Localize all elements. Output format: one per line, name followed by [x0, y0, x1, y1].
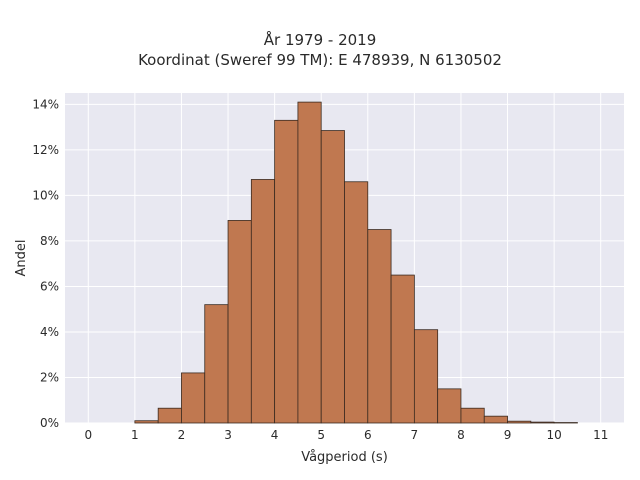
histogram-bar	[134, 420, 159, 424]
y-axis-label: Andel	[14, 240, 29, 277]
histogram-bar	[204, 304, 229, 424]
x-axis-label: Vågperiod (s)	[301, 450, 388, 465]
histogram-bar	[274, 119, 299, 424]
x-tick-label: 5	[317, 428, 325, 442]
y-tick-label: 8%	[40, 234, 59, 248]
y-tick-label: 6%	[40, 279, 59, 293]
y-tick-label: 2%	[40, 370, 59, 384]
x-tick-label: 9	[504, 428, 512, 442]
x-tick-label: 2	[178, 428, 186, 442]
x-tick-label: 10	[546, 428, 561, 442]
x-tick-label: 4	[271, 428, 279, 442]
y-tick-label: 4%	[40, 325, 59, 339]
histogram-bar	[344, 181, 369, 424]
histogram-bar	[157, 407, 182, 424]
y-tick-label: 10%	[32, 188, 59, 202]
histogram-bar	[437, 388, 462, 424]
y-axis-ticks: 0% 2% 4% 6% 8% 10% 12% 14%	[32, 97, 59, 430]
histogram-bar	[250, 179, 276, 424]
histogram-bar	[413, 329, 439, 424]
histogram-bar	[460, 407, 485, 424]
y-tick-label: 14%	[32, 97, 59, 111]
x-tick-label: 6	[364, 428, 372, 442]
histogram-bar	[530, 421, 555, 424]
histogram-bar	[390, 274, 415, 424]
x-tick-label: 1	[131, 428, 139, 442]
x-tick-label: 3	[224, 428, 232, 442]
x-axis-ticks: 0 1 2 3 4 5 6 7 8 9 10 11	[84, 428, 608, 442]
histogram-bar	[181, 372, 206, 424]
histogram-bar	[297, 101, 322, 424]
x-tick-label: 0	[84, 428, 92, 442]
x-tick-label: 8	[457, 428, 465, 442]
y-tick-label: 12%	[32, 143, 59, 157]
x-tick-label: 11	[593, 428, 608, 442]
x-tick-label: 7	[411, 428, 419, 442]
bars	[134, 101, 578, 424]
chart-title-line1: År 1979 - 2019	[263, 31, 377, 49]
chart-title-line2: Koordinat (Sweref 99 TM): E 478939, N 61…	[138, 51, 502, 69]
histogram-bar	[483, 415, 508, 424]
histogram-bar	[507, 420, 532, 424]
histogram-bar	[227, 220, 252, 424]
histogram-bar	[367, 229, 392, 424]
histogram-bar	[320, 130, 345, 424]
y-tick-label: 0%	[40, 416, 59, 430]
